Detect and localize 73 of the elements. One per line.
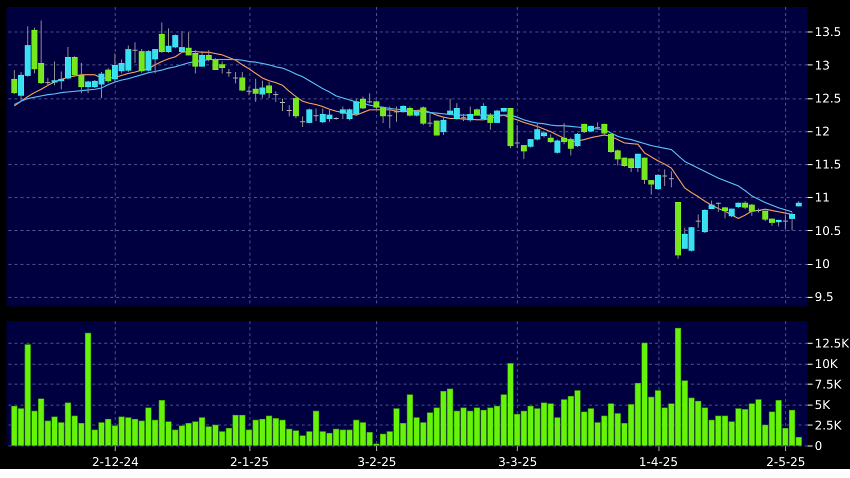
y-tick-label: 9.5 — [814, 290, 834, 304]
x-tick-label: 2-1-25 — [230, 454, 270, 469]
candlestick — [199, 50, 206, 68]
candlestick — [158, 22, 165, 54]
candlestick — [480, 102, 487, 120]
candlestick — [11, 70, 18, 94]
candlestick — [138, 48, 145, 74]
candlestick — [292, 96, 299, 119]
y-tick-label: 11 — [814, 190, 830, 205]
candlestick — [306, 108, 312, 124]
candlestick — [252, 78, 259, 102]
y-tick-label: 10 — [814, 256, 830, 271]
candlestick — [313, 108, 320, 122]
candlestick — [380, 106, 386, 124]
candlestick — [581, 123, 588, 134]
candlestick — [722, 206, 728, 219]
candlestick — [239, 72, 246, 92]
x-tick-label: 3-3-25 — [498, 454, 538, 469]
y-tick-label: 2.5K — [814, 418, 843, 432]
candlestick — [668, 170, 674, 188]
candlestick — [420, 106, 426, 126]
candlestick — [105, 68, 112, 84]
y-tick-label: 12.5K — [814, 336, 850, 350]
candlestick — [654, 174, 661, 190]
candlestick — [487, 112, 494, 130]
y-tick-label: 13.5 — [814, 25, 842, 40]
candlestick — [259, 80, 266, 98]
candlestick — [272, 90, 279, 102]
candlestick — [246, 86, 252, 96]
candlestick — [64, 46, 71, 80]
candlestick — [280, 98, 286, 112]
y-tick-label: 10.5 — [814, 224, 842, 238]
candlestick — [286, 104, 292, 117]
x-tick-label: 3-2-25 — [357, 454, 396, 469]
candlestick — [78, 62, 84, 94]
candlestick — [72, 56, 78, 77]
candlestick — [574, 132, 581, 148]
candlestick — [467, 106, 474, 122]
candlestick — [782, 214, 788, 230]
y-tick-label: 5K — [814, 398, 832, 412]
candlestick — [662, 168, 668, 186]
y-tick-label: 7.5K — [814, 377, 843, 392]
candlestick — [406, 106, 413, 117]
candlestick — [554, 139, 560, 154]
candlestick — [393, 106, 400, 122]
candlestick — [695, 214, 702, 228]
y-tick-label: 0 — [814, 438, 822, 453]
candlestick — [648, 180, 654, 196]
candlestick — [300, 116, 306, 128]
x-tick-label: 2-5-25 — [766, 454, 806, 469]
candlestick — [360, 96, 366, 110]
y-tick-label: 10K — [814, 356, 839, 371]
candlestick — [386, 106, 393, 129]
candlestick — [601, 123, 608, 135]
y-tick-label: 12.5 — [814, 91, 842, 106]
candlestick — [366, 92, 373, 104]
candlestick — [132, 42, 138, 64]
candlestick — [789, 212, 796, 231]
y-tick-label: 12 — [814, 124, 830, 139]
candlestick — [642, 157, 648, 184]
candlestick — [440, 117, 446, 136]
candlestick — [702, 208, 708, 234]
y-tick-label: 13 — [814, 58, 830, 72]
y-tick-label: 11.5 — [814, 158, 842, 172]
candlestick — [634, 153, 641, 173]
candlestick — [266, 82, 272, 98]
candlestick — [427, 112, 434, 128]
candlestick — [520, 144, 527, 160]
x-tick-label: 2-12-24 — [92, 454, 139, 469]
candlestick — [232, 72, 239, 84]
candlestick — [514, 124, 520, 149]
candlestick — [715, 202, 722, 212]
x-tick-label: 1-4-25 — [638, 454, 678, 469]
